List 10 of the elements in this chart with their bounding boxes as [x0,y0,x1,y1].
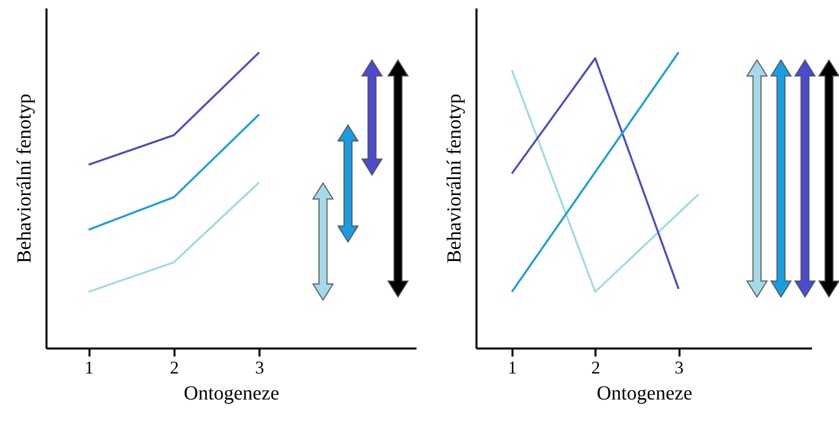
x-axis-title: Ontogeneze [184,382,280,404]
x-tick-label: 3 [674,358,684,378]
y-axis-title: Behaviorální fenotyp [444,94,466,264]
x-tick-label: 2 [591,358,600,378]
x-tick-label: 2 [170,358,179,378]
x-tick-label: 3 [255,358,264,378]
x-axis-title: Ontogeneze [596,382,692,404]
x-tick-label: 1 [508,358,517,378]
y-axis-title: Behaviorální fenotyp [14,94,36,264]
x-tick-label: 1 [84,358,94,378]
